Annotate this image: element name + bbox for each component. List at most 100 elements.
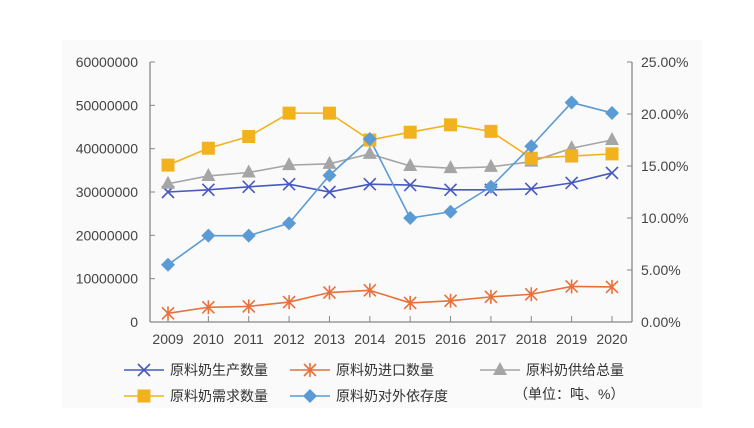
data-point-series-5 bbox=[161, 257, 175, 272]
data-point-series-1-shape bbox=[363, 177, 377, 191]
data-point-series-3 bbox=[161, 175, 175, 189]
data-point-series-4 bbox=[161, 158, 175, 172]
data-point-series-4 bbox=[484, 124, 498, 138]
data-point-series-5-shape bbox=[403, 211, 418, 225]
right-axis-tick-label: 15.00% bbox=[641, 158, 688, 174]
data-point-series-2 bbox=[161, 306, 175, 321]
x-axis-tick-label: 2013 bbox=[314, 331, 345, 347]
data-point-series-2 bbox=[524, 287, 538, 302]
data-point-series-2-shape bbox=[605, 279, 619, 294]
data-point-series-3 bbox=[241, 164, 256, 178]
data-point-series-2-shape bbox=[363, 283, 377, 298]
data-point-series-5 bbox=[403, 211, 418, 225]
data-point-series-3 bbox=[362, 145, 377, 159]
data-point-series-1-shape bbox=[443, 183, 458, 197]
data-point-series-1-shape bbox=[322, 185, 337, 199]
chart-background bbox=[62, 40, 702, 408]
x-axis-tick-label: 2017 bbox=[475, 331, 506, 347]
data-point-series-4-shape bbox=[201, 141, 215, 155]
data-point-series-4 bbox=[322, 106, 336, 120]
x-axis-tick-label: 2016 bbox=[435, 331, 466, 347]
data-point-series-4-shape bbox=[524, 151, 538, 165]
data-point-series-2-shape bbox=[403, 295, 417, 310]
legend-marker-icon bbox=[493, 362, 507, 375]
x-axis-tick-label: 2010 bbox=[193, 331, 224, 347]
data-point-series-4 bbox=[524, 151, 538, 165]
data-point-series-5 bbox=[524, 139, 539, 154]
data-point-series-1-shape bbox=[565, 176, 579, 190]
legend-marker-icon-shape bbox=[303, 363, 317, 377]
data-point-series-1-shape bbox=[242, 180, 256, 194]
data-point-series-3 bbox=[483, 158, 498, 172]
data-point-series-3-shape bbox=[605, 132, 619, 145]
data-point-series-2-shape bbox=[565, 279, 579, 294]
data-point-series-4 bbox=[565, 149, 579, 163]
x-axis-tick-label: 2019 bbox=[556, 331, 587, 347]
data-point-series-5-shape bbox=[161, 257, 175, 272]
data-point-series-2 bbox=[201, 300, 215, 315]
data-point-series-3 bbox=[443, 160, 458, 174]
left-axis-tick-label: 0 bbox=[130, 314, 138, 330]
x-axis-tick-label: 2012 bbox=[274, 331, 305, 347]
legend-marker-icon-shape bbox=[493, 362, 507, 375]
right-axis-tick-label: 20.00% bbox=[641, 106, 688, 122]
data-point-series-2 bbox=[363, 283, 377, 298]
legend-marker-icon-shape bbox=[137, 389, 151, 403]
data-point-series-1-shape bbox=[282, 177, 296, 191]
data-point-series-2 bbox=[484, 289, 498, 304]
data-point-series-1-shape bbox=[201, 183, 215, 197]
right-axis-tick-label: 0.00% bbox=[641, 314, 681, 330]
data-point-series-4-shape bbox=[565, 149, 579, 163]
left-axis-tick-label: 10000000 bbox=[76, 271, 139, 287]
data-point-series-3-shape bbox=[161, 175, 175, 189]
data-point-series-2 bbox=[322, 285, 337, 300]
data-point-series-2 bbox=[565, 279, 579, 294]
data-point-series-2-shape bbox=[161, 306, 175, 321]
data-point-series-4 bbox=[444, 118, 458, 132]
right-axis-tick-label: 25.00% bbox=[641, 54, 688, 70]
data-point-series-2-shape bbox=[242, 299, 256, 314]
series-line-4 bbox=[167, 112, 613, 166]
data-point-series-3-shape bbox=[403, 158, 418, 171]
legend-label: 原料奶进口数量 bbox=[336, 362, 434, 378]
data-point-series-5-shape bbox=[322, 168, 337, 183]
data-point-series-1 bbox=[403, 178, 417, 192]
data-point-series-1 bbox=[605, 166, 619, 180]
legend-label: 原料奶供给总量 bbox=[526, 362, 624, 378]
data-point-series-5 bbox=[564, 95, 579, 110]
data-point-series-2-shape bbox=[524, 287, 538, 302]
left-axis-tick-label: 40000000 bbox=[76, 141, 139, 157]
left-axis-tick-label: 30000000 bbox=[76, 184, 139, 200]
legend-marker-icon bbox=[137, 363, 151, 377]
data-point-series-4 bbox=[201, 141, 215, 155]
x-axis-tick-label: 2020 bbox=[596, 331, 627, 347]
data-point-series-1 bbox=[565, 176, 579, 190]
data-point-series-2-shape bbox=[282, 295, 296, 310]
data-point-series-1 bbox=[322, 185, 337, 199]
series-line-3 bbox=[167, 139, 613, 185]
unit-note: （单位：吨、%） bbox=[514, 386, 624, 402]
data-point-series-4-shape bbox=[161, 158, 175, 172]
legend-marker-icon bbox=[303, 389, 317, 403]
data-point-series-5-shape bbox=[605, 105, 619, 120]
data-point-series-1 bbox=[242, 180, 256, 194]
data-point-series-5-shape bbox=[564, 95, 579, 110]
x-axis-tick-label: 2014 bbox=[354, 331, 385, 347]
data-point-series-2-shape bbox=[443, 293, 458, 308]
legend-item-2: 原料奶进口数量 bbox=[290, 362, 434, 378]
data-point-series-4 bbox=[403, 125, 417, 139]
data-point-series-3-shape bbox=[483, 158, 498, 172]
data-point-series-5-shape bbox=[201, 228, 216, 243]
data-point-series-4-shape bbox=[605, 147, 619, 161]
legend-item-1: 原料奶生产数量 bbox=[124, 362, 268, 378]
data-point-series-3-shape bbox=[282, 157, 297, 171]
data-point-series-1 bbox=[201, 183, 215, 197]
data-point-series-3-shape bbox=[322, 155, 337, 169]
left-axis-tick-label: 50000000 bbox=[76, 97, 139, 113]
data-point-series-1-shape bbox=[605, 166, 619, 180]
data-point-series-5 bbox=[605, 105, 619, 120]
data-point-series-2-shape bbox=[201, 300, 215, 315]
data-point-series-3 bbox=[322, 155, 337, 169]
data-point-series-5 bbox=[241, 228, 256, 243]
data-point-series-3 bbox=[403, 158, 418, 171]
